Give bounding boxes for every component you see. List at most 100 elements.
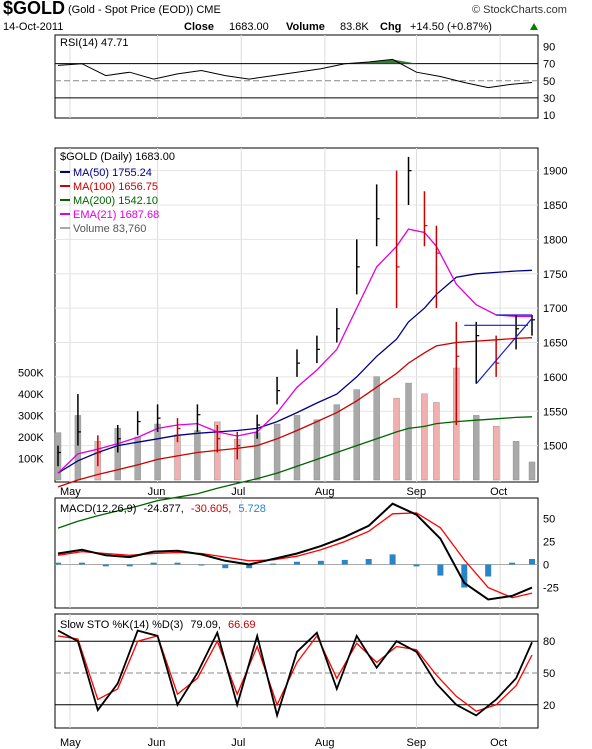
month-tick-bottom: Jul bbox=[231, 737, 245, 749]
macd-signal-value: -30.605, bbox=[191, 503, 231, 515]
legend-entry: Volume 83,760 bbox=[73, 223, 146, 235]
rsi-line bbox=[57, 58, 533, 89]
month-tick-top: May bbox=[60, 486, 81, 498]
volume-bar bbox=[313, 419, 321, 481]
volume-bar bbox=[492, 425, 500, 481]
macd-histogram-bar bbox=[198, 564, 205, 566]
macd-histogram-bar bbox=[246, 564, 253, 569]
rsi-tick-label: 30 bbox=[543, 93, 555, 105]
macd-label-prefix: MACD(12,26,9) bbox=[60, 503, 136, 515]
macd-histogram-bar bbox=[78, 562, 85, 565]
watermark: © StockCharts.com bbox=[472, 4, 567, 16]
volume-bar bbox=[333, 404, 341, 481]
price-tick-label: 1850 bbox=[543, 200, 567, 212]
month-tick-top: Jul bbox=[231, 486, 245, 498]
chg-label: Chg bbox=[380, 21, 401, 33]
month-tick-top: Oct bbox=[490, 486, 507, 498]
price-series bbox=[57, 156, 535, 529]
macd-histogram-bar bbox=[365, 558, 372, 565]
volume-label: Volume bbox=[286, 21, 325, 33]
volume-tick-label: 200K bbox=[18, 432, 44, 444]
sto-label-prefix: Slow STO %K(14) %D(3) bbox=[60, 619, 183, 631]
macd-histogram-bar bbox=[150, 562, 157, 565]
sto-d-value: 66.69 bbox=[228, 619, 256, 631]
price-tick-label: 1500 bbox=[543, 441, 567, 453]
macd-histogram-bar bbox=[293, 561, 300, 565]
price-tick-label: 1650 bbox=[543, 338, 567, 350]
rsi-tick-label: 90 bbox=[543, 42, 555, 54]
macd-histogram-bar bbox=[222, 564, 229, 569]
macd-histogram-bar bbox=[413, 564, 420, 567]
rsi-tick-label: 70 bbox=[543, 59, 555, 71]
legend-entry: MA(100) 1656.75 bbox=[73, 181, 158, 193]
month-tick-bottom: Aug bbox=[315, 737, 335, 749]
volume-bar bbox=[512, 441, 520, 481]
volume-tick-label: 400K bbox=[18, 389, 44, 401]
macd-hist-value: 5.728 bbox=[238, 503, 266, 515]
price-tick-label: 1600 bbox=[543, 372, 567, 384]
sto-panel bbox=[54, 613, 539, 729]
month-tick-bottom: May bbox=[60, 737, 81, 749]
volume-bar bbox=[405, 382, 412, 481]
header-date: 14-Oct-2011 bbox=[3, 21, 63, 33]
month-tick-top: Jun bbox=[148, 486, 166, 498]
volume-tick-label: 300K bbox=[18, 410, 44, 422]
macd-series bbox=[55, 502, 538, 601]
macd-histogram-bar bbox=[529, 558, 535, 565]
macd-histogram-bar bbox=[174, 562, 181, 565]
volume-bar bbox=[353, 389, 360, 481]
month-tick-top: Aug bbox=[315, 486, 335, 498]
macd-histogram-bar bbox=[485, 564, 492, 577]
macd-histogram-bar bbox=[341, 559, 348, 565]
volume-bar bbox=[421, 393, 428, 481]
sto-tick-label: 20 bbox=[543, 700, 555, 712]
macd-histogram-bar bbox=[389, 554, 396, 565]
rsi-tick-label: 10 bbox=[543, 110, 555, 122]
month-tick-top: Sep bbox=[406, 486, 426, 498]
sto-k-line bbox=[57, 629, 533, 719]
rsi-label: RSI(14) 47.71 bbox=[60, 37, 128, 49]
rsi-tick-label: 50 bbox=[543, 76, 555, 88]
macd-histogram-bar bbox=[126, 564, 133, 567]
macd-histogram-bar bbox=[317, 560, 324, 565]
sto-k-value: 79.09, bbox=[190, 619, 221, 631]
price-legend: MA(50) 1755.24 MA(100) 1656.75 MA(200) 154… bbox=[60, 167, 159, 235]
stochastic-series bbox=[55, 629, 538, 719]
ema21-line bbox=[57, 228, 532, 474]
macd-histogram-bar bbox=[437, 564, 444, 576]
sto-label: Slow STO %K(14) %D(3) 79.09, 66.69 bbox=[60, 619, 256, 631]
price-tick-label: 1900 bbox=[543, 166, 567, 178]
price-tick-label: 1800 bbox=[543, 234, 567, 246]
macd-histogram-bar bbox=[55, 562, 61, 565]
macd-value: -24.877, bbox=[143, 503, 183, 515]
volume-bar bbox=[373, 376, 380, 481]
trendline-lower bbox=[475, 318, 533, 385]
volume-bar bbox=[154, 423, 161, 481]
sto-tick-label: 80 bbox=[543, 636, 555, 648]
legend-entry: EMA(21) 1687.68 bbox=[73, 209, 159, 221]
volume-bar bbox=[433, 402, 440, 481]
volume-bar bbox=[393, 397, 400, 481]
volume-tick-label: 100K bbox=[18, 453, 44, 465]
volume-bar bbox=[528, 461, 536, 481]
macd-histogram-bar bbox=[509, 562, 516, 565]
ma50-line bbox=[57, 269, 533, 474]
rsi-series bbox=[55, 58, 538, 99]
macd-tick-label: 50 bbox=[543, 513, 555, 525]
macd-tick-label: 25 bbox=[543, 536, 555, 548]
volume-bar bbox=[134, 436, 141, 481]
symbol-description: (Gold - Spot Price (EOD)) CME bbox=[68, 4, 221, 16]
month-tick-bottom: Oct bbox=[490, 737, 507, 749]
chg-value: +14.50 (+0.87%) bbox=[410, 21, 492, 33]
ma100-line bbox=[57, 337, 533, 488]
close-label: Close bbox=[184, 21, 214, 33]
close-value: 1683.00 bbox=[229, 21, 269, 33]
up-arrow-icon bbox=[530, 23, 538, 30]
macd-tick-label: 0 bbox=[543, 560, 549, 572]
ma200-line bbox=[57, 416, 533, 529]
volume-value: 83.8K bbox=[340, 21, 369, 33]
sto-d-line bbox=[57, 634, 533, 712]
price-tick-label: 1750 bbox=[543, 269, 567, 281]
macd-label: MACD(12,26,9) -24.877, -30.605, 5.728 bbox=[60, 503, 266, 515]
